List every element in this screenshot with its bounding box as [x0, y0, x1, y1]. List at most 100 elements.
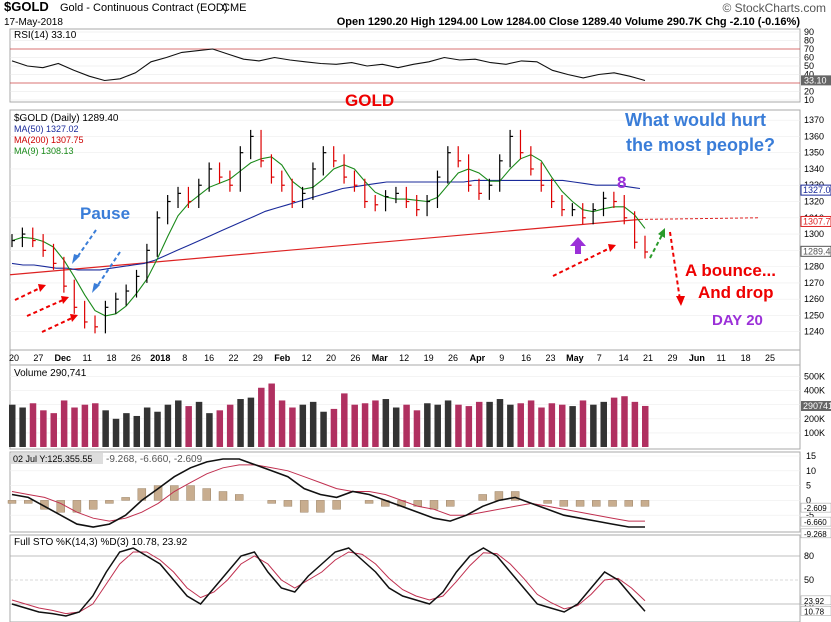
macd-histogram-bar: [235, 494, 244, 501]
volume-bar: [424, 403, 431, 447]
macd-current-label-0: -2.609: [804, 504, 827, 513]
macd-current-label-1: -6.660: [804, 518, 827, 527]
volume-bar: [154, 411, 161, 447]
date-tick-0: 20: [9, 353, 19, 363]
arrow-head-pause-1: [72, 254, 80, 264]
arrow-red-3: [41, 317, 73, 333]
macd-histogram-bar: [202, 488, 211, 501]
volume-bar: [123, 413, 130, 447]
date-tick-23: May: [566, 353, 584, 363]
macd-histogram-bar: [170, 485, 179, 501]
volume-bar: [164, 404, 172, 447]
rsi-tick-80: 80: [804, 36, 814, 46]
date-tick-6: 2018: [150, 353, 170, 363]
date-tick-24: 7: [597, 353, 602, 363]
volume-bar: [71, 407, 78, 447]
date-tick-9: 22: [228, 353, 238, 363]
volume-tick-200K: 200K: [804, 414, 825, 424]
volume-bar: [517, 403, 524, 447]
macd-histogram-bar: [608, 500, 617, 507]
volume-bar: [226, 404, 234, 447]
volume-bar: [9, 404, 16, 447]
rsi-current-box: [801, 75, 831, 86]
volume-bar: [486, 401, 493, 447]
price-tick-1320: 1320: [804, 197, 824, 207]
macd-histogram-bar: [316, 500, 325, 513]
macd-histogram-bar: [121, 497, 130, 501]
price-tick-1260: 1260: [804, 294, 824, 304]
macd-histogram-bar: [56, 500, 65, 513]
volume-bar: [320, 411, 327, 447]
macd-histogram-bar: [332, 500, 341, 510]
sto-tick-50: 50: [804, 575, 814, 585]
volume-tick-500K: 500K: [804, 371, 825, 381]
volume-bar: [455, 404, 462, 447]
rsi-legend: RSI(14) 33.10: [14, 30, 77, 41]
macd-histogram-bar: [267, 500, 276, 504]
volume-bar: [268, 383, 275, 447]
volume-legend: Volume 290,741: [14, 368, 87, 379]
volume-bar: [579, 400, 587, 447]
close-current-label: 1289.4: [803, 246, 831, 256]
sto-d-line: [11, 551, 646, 615]
date-tick-12: 12: [302, 353, 312, 363]
macd-tick-5: 5: [806, 481, 811, 491]
date-tick-25: 14: [619, 353, 629, 363]
date-tick-10: 29: [253, 353, 263, 363]
annotation-pause: Pause: [80, 204, 130, 223]
close-current-box: [800, 245, 831, 257]
annotation-count-8: 8: [617, 173, 626, 192]
price-legend-ma50: MA(50) 1327.02: [14, 124, 79, 134]
volume-current-box: [801, 400, 831, 411]
ma9-line: [11, 154, 646, 317]
arrow-head-red-1: [38, 284, 46, 292]
price-panel: [9, 109, 801, 351]
macd-histogram-bar: [429, 500, 439, 510]
sto-current-label-1: 10.78: [804, 607, 825, 616]
volume-bar: [527, 400, 535, 447]
date-tick-26: 21: [643, 353, 653, 363]
volume-bar: [195, 401, 203, 447]
arrow-head-red-2: [61, 296, 69, 304]
macd-histogram-bar: [624, 500, 633, 507]
volume-bar: [558, 404, 566, 447]
rsi-tick-50: 50: [804, 61, 814, 71]
rsi-tick-60: 60: [804, 53, 814, 63]
macd-current-box-1: [800, 516, 831, 527]
date-tick-3: 11: [82, 353, 91, 363]
macd-histogram-bar: [218, 491, 228, 501]
ma200-line: [9, 218, 641, 276]
date-tick-31: 25: [765, 353, 775, 363]
macd-histogram-bar: [446, 500, 455, 507]
volume-bar: [258, 387, 265, 447]
macd-histogram-bar: [88, 500, 98, 510]
ma200-current-label: 1307.7: [803, 216, 831, 226]
annotation-bounce-line2: And drop: [698, 283, 774, 302]
date-tick-17: 19: [424, 353, 434, 363]
macd-tick-0: 0: [806, 495, 811, 505]
rsi-panel: [9, 28, 801, 103]
marks-layer: [7, 48, 759, 617]
volume-bar: [382, 399, 390, 447]
volume-tick-400K: 400K: [804, 386, 825, 396]
ma50-current-box: [800, 184, 831, 196]
arrow-head-pause-2: [92, 283, 100, 293]
volume-bar: [496, 399, 504, 447]
macd-histogram-bar: [640, 500, 650, 507]
arrow-head-rising: [608, 244, 616, 252]
macd-current-box-2: [800, 528, 831, 539]
volume-bar: [351, 404, 358, 447]
volume-bar: [206, 413, 213, 447]
volume-bar: [631, 401, 639, 447]
quote-bar: Open 1290.20 High 1294.00 Low 1284.00 Cl…: [337, 16, 801, 28]
volume-bar: [278, 400, 286, 447]
volume-bar: [237, 399, 244, 447]
price-tick-1300: 1300: [804, 229, 824, 239]
brand-logo: © StockCharts.com: [722, 1, 826, 15]
date-tick-28: Jun: [689, 353, 705, 363]
volume-bar: [92, 403, 99, 447]
ma50-current-label: 1327.0: [803, 185, 831, 195]
volume-bar: [143, 407, 151, 447]
date-tick-11: Feb: [274, 353, 291, 363]
volume-bar: [112, 418, 120, 447]
